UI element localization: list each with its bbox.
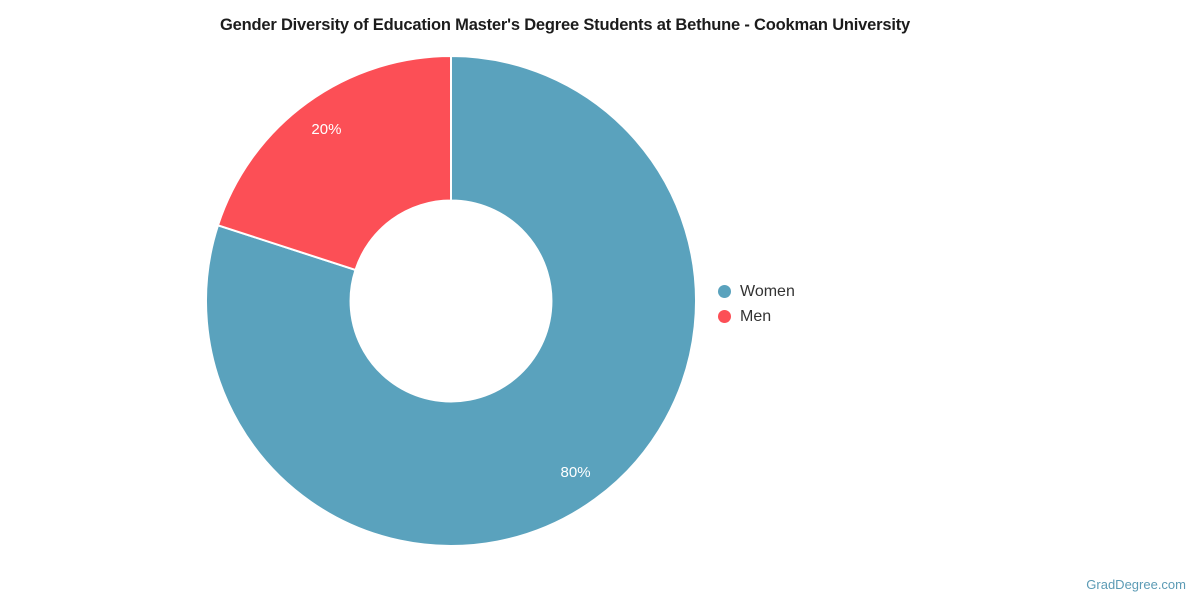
legend-label-men: Men <box>740 307 772 325</box>
slice-label-women: 80% <box>561 464 591 481</box>
slice-label-men: 20% <box>311 121 341 138</box>
donut-chart: 80% 20% <box>205 55 697 547</box>
legend-item-women[interactable]: Women <box>718 279 795 304</box>
legend-label-women: Women <box>740 282 795 300</box>
legend-item-men[interactable]: Men <box>718 304 795 329</box>
pie-slice-men[interactable] <box>216 55 452 271</box>
legend-marker-men-icon <box>718 310 731 323</box>
legend: Women Men <box>718 279 795 329</box>
pie-slice-women[interactable] <box>205 55 697 547</box>
legend-marker-women-icon <box>718 285 731 298</box>
chart-title: Gender Diversity of Education Master's D… <box>220 16 910 34</box>
watermark-link[interactable]: GradDegree.com <box>1086 577 1186 592</box>
